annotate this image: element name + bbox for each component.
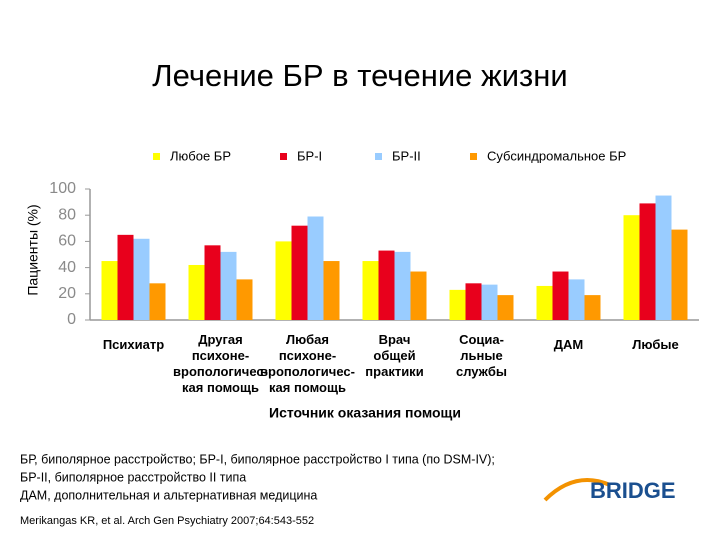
bar	[362, 261, 379, 320]
x-tick-line: ДАМ	[554, 337, 583, 352]
bar	[220, 251, 237, 320]
x-tick-line: Любые	[632, 337, 678, 352]
x-tick-line: вропологичес-	[173, 364, 268, 379]
bar	[639, 203, 656, 320]
legend-label: БР-I	[297, 148, 322, 163]
bar	[465, 283, 482, 320]
bar	[584, 295, 601, 320]
footnote: ДАМ, дополнительная и альтернативная мед…	[20, 488, 317, 502]
bar	[497, 295, 514, 320]
x-tick-label: Любые	[632, 337, 678, 352]
bar	[378, 250, 395, 320]
legend-swatch	[280, 153, 287, 160]
y-tick-label: 40	[58, 259, 76, 276]
x-tick-line: Любая	[286, 332, 329, 347]
x-tick-label: ДАМ	[554, 337, 583, 352]
y-tick-label: 60	[58, 233, 76, 250]
bar	[204, 245, 221, 320]
bar	[133, 238, 150, 320]
x-tick-line: кая помощь	[269, 380, 346, 395]
bar	[291, 225, 308, 320]
x-tick-line: службы	[456, 364, 507, 379]
logo-swoosh	[543, 478, 611, 502]
bar	[623, 215, 640, 320]
bar	[307, 216, 324, 320]
x-tick-line: практики	[365, 364, 423, 379]
bar	[323, 261, 340, 320]
legend-label: БР-II	[392, 148, 421, 163]
y-tick-label: 0	[67, 311, 76, 328]
y-axis-label: Пациенты (%)	[25, 204, 41, 295]
source: Merikangas KR, et al. Arch Gen Psychiatr…	[20, 515, 314, 527]
legend-swatch	[153, 153, 160, 160]
bar	[149, 283, 166, 320]
bar	[394, 251, 411, 320]
x-tick-label: Психиатр	[103, 337, 164, 352]
x-tick-line: Другая	[198, 332, 243, 347]
x-tick-line: льные	[460, 348, 502, 363]
bar	[481, 284, 498, 320]
y-tick-label: 80	[58, 206, 76, 223]
legend-swatch	[375, 153, 382, 160]
bar	[655, 195, 672, 320]
bar	[552, 271, 569, 320]
x-tick-label: Другая психоне-вропологичес-кая помощь	[173, 332, 268, 395]
footnote: БР, биполярное расстройство; БР-I, бипол…	[20, 452, 495, 466]
x-tick-line: психоне-	[192, 348, 249, 363]
bar	[671, 229, 688, 320]
x-tick-line: общей	[373, 348, 415, 363]
legend-label: Субсиндромальное БР	[487, 148, 626, 163]
bar	[236, 279, 253, 320]
x-tick-line: кая помощь	[182, 380, 259, 395]
bar	[568, 279, 585, 320]
x-tick-label: Врач общей практики	[365, 332, 423, 379]
y-tick-label: 100	[49, 180, 76, 197]
x-tick-line: Врач	[379, 332, 411, 347]
x-tick-line: вропологичес-	[260, 364, 355, 379]
x-tick-label: Социа-льные службы	[456, 332, 507, 379]
bar	[101, 261, 118, 320]
x-tick-line: Социа-	[459, 332, 504, 347]
footnote: БР-II, биполярное расстройство II типа	[20, 470, 246, 484]
bar	[117, 234, 134, 320]
bar	[410, 271, 427, 320]
y-tick-label: 20	[58, 285, 76, 302]
x-tick-label: Любая психоне-вропологичес-кая помощь	[260, 332, 355, 395]
x-tick-line: психоне-	[279, 348, 336, 363]
x-axis-label: Источник оказания помощи	[269, 405, 461, 421]
bar	[275, 241, 292, 320]
x-tick-line: Психиатр	[103, 337, 164, 352]
bar	[449, 289, 466, 320]
legend-label: Любое БР	[170, 148, 231, 163]
logo: BRIDGE	[590, 478, 676, 503]
bar	[188, 264, 205, 320]
bar	[536, 285, 553, 320]
legend-swatch	[470, 153, 477, 160]
chart-title: Лечение БР в течение жизни	[152, 58, 567, 93]
